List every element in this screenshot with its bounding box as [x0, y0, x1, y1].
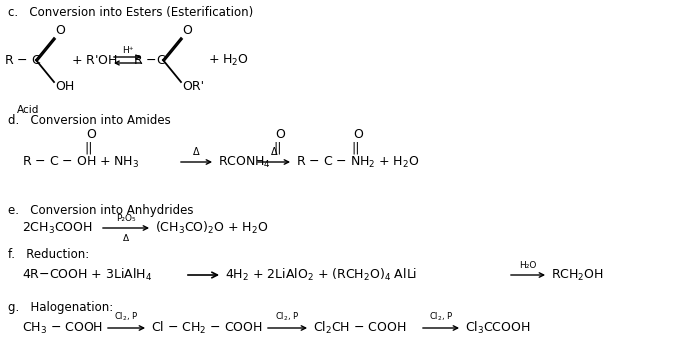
Text: 4R$-$COOH $+$ 3LiAlH$_4$: 4R$-$COOH $+$ 3LiAlH$_4$ — [22, 267, 152, 283]
Text: ||: || — [274, 142, 282, 154]
Text: RCH$_2$OH: RCH$_2$OH — [551, 268, 604, 282]
Text: O: O — [55, 24, 65, 36]
Text: c.   Conversion into Esters (Esterification): c. Conversion into Esters (Esterificatio… — [8, 6, 253, 18]
Text: f.   Reduction:: f. Reduction: — [8, 248, 89, 262]
Text: Cl$_2$, P: Cl$_2$, P — [429, 311, 453, 323]
Text: OR': OR' — [182, 79, 204, 93]
Text: Cl$_2$, P: Cl$_2$, P — [114, 311, 139, 323]
Text: Cl$_2$CH $-$ COOH: Cl$_2$CH $-$ COOH — [313, 320, 407, 336]
Text: e.   Conversion into Anhydrides: e. Conversion into Anhydrides — [8, 203, 193, 217]
Text: Δ: Δ — [193, 147, 200, 157]
Text: R $-$C: R $-$C — [133, 53, 166, 67]
Text: O: O — [182, 24, 192, 36]
Text: Cl $-$ CH$_2$ $-$ COOH: Cl $-$ CH$_2$ $-$ COOH — [151, 320, 263, 336]
Text: Δ: Δ — [270, 147, 277, 157]
Text: Cl$_3$CCOOH: Cl$_3$CCOOH — [465, 320, 530, 336]
Text: R $-$ C $-$ OH $+$ NH$_3$: R $-$ C $-$ OH $+$ NH$_3$ — [22, 154, 139, 170]
Text: g.   Halogenation:: g. Halogenation: — [8, 302, 113, 314]
Text: H⁺: H⁺ — [122, 45, 133, 54]
Text: (CH$_3$CO)$_2$O $+$ H$_2$O: (CH$_3$CO)$_2$O $+$ H$_2$O — [155, 220, 268, 236]
Text: Δ: Δ — [123, 234, 129, 243]
Text: d.   Conversion into Amides: d. Conversion into Amides — [8, 113, 171, 127]
Text: $+$ R'OH: $+$ R'OH — [71, 53, 117, 67]
Text: Acid: Acid — [17, 105, 40, 115]
Text: 4H$_2$ $+$ 2LiAlO$_2$ $+$ (RCH$_2$O)$_4$ AlLi: 4H$_2$ $+$ 2LiAlO$_2$ $+$ (RCH$_2$O)$_4$… — [225, 267, 417, 283]
Text: RCONH$_4$: RCONH$_4$ — [218, 154, 270, 170]
Text: O: O — [86, 127, 96, 141]
Text: ||: || — [352, 142, 360, 154]
Text: O: O — [275, 127, 285, 141]
Text: ||: || — [85, 142, 93, 154]
Text: CH$_3$ $-$ COOH: CH$_3$ $-$ COOH — [22, 320, 103, 336]
Text: $+$ H$_2$O: $+$ H$_2$O — [208, 52, 249, 68]
Text: Cl$_2$, P: Cl$_2$, P — [275, 311, 300, 323]
Text: H₂O: H₂O — [519, 261, 537, 270]
Text: R $-$ C: R $-$ C — [4, 53, 41, 67]
Text: 2CH$_3$COOH: 2CH$_3$COOH — [22, 220, 92, 236]
Text: O: O — [353, 127, 363, 141]
Text: P₂O₅: P₂O₅ — [116, 214, 136, 223]
Text: R $-$ C $-$ NH$_2$ $+$ H$_2$O: R $-$ C $-$ NH$_2$ $+$ H$_2$O — [296, 154, 420, 170]
Text: OH: OH — [55, 79, 74, 93]
